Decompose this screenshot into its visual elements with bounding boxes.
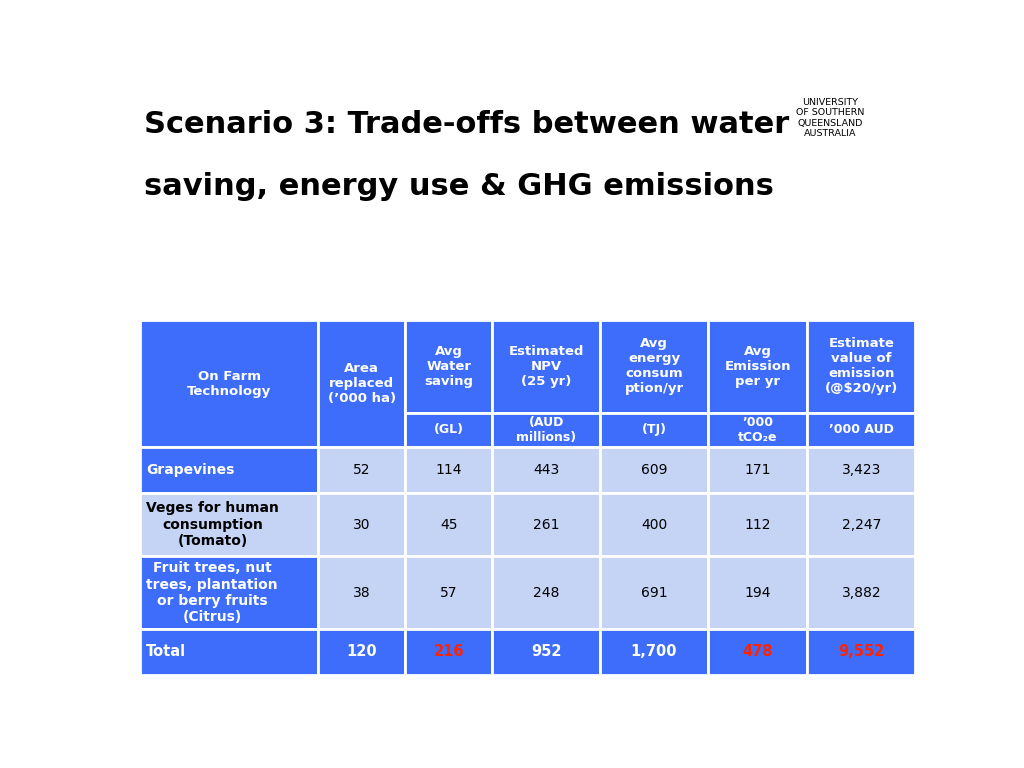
Text: 38: 38 — [353, 586, 371, 600]
Text: 443: 443 — [534, 463, 559, 477]
Text: ’000 AUD: ’000 AUD — [828, 423, 894, 436]
Text: 57: 57 — [440, 586, 458, 600]
Text: 609: 609 — [641, 463, 668, 477]
Text: 952: 952 — [531, 644, 561, 660]
Bar — [140, 629, 318, 674]
Text: 1,700: 1,700 — [631, 644, 677, 660]
Bar — [493, 412, 600, 447]
Text: Grapevines: Grapevines — [146, 463, 234, 477]
Bar — [318, 556, 406, 629]
Bar — [493, 447, 600, 493]
Text: 112: 112 — [744, 518, 771, 531]
Bar — [140, 556, 318, 629]
Bar — [318, 447, 406, 493]
Bar — [406, 493, 493, 556]
Bar — [140, 447, 318, 493]
Bar — [808, 629, 915, 674]
Bar — [708, 319, 808, 412]
Text: 2,247: 2,247 — [842, 518, 881, 531]
Text: Fruit trees, nut
trees, plantation
or berry fruits
(Citrus): Fruit trees, nut trees, plantation or be… — [146, 561, 278, 624]
Text: 400: 400 — [641, 518, 668, 531]
Bar — [493, 629, 600, 674]
Text: Avg
energy
consum
ption/yr: Avg energy consum ption/yr — [625, 337, 684, 396]
Text: Avg
Water
saving: Avg Water saving — [424, 345, 473, 388]
Bar — [600, 556, 708, 629]
Text: Veges for human
consumption
(Tomato): Veges for human consumption (Tomato) — [146, 502, 280, 548]
Bar — [318, 493, 406, 556]
Bar — [708, 556, 808, 629]
Bar — [318, 629, 406, 674]
Bar — [708, 629, 808, 674]
Bar — [600, 319, 708, 412]
Text: Avg
Emission
per yr: Avg Emission per yr — [724, 345, 791, 388]
Bar — [140, 493, 318, 556]
Text: 3,882: 3,882 — [842, 586, 882, 600]
Bar — [808, 556, 915, 629]
Text: 691: 691 — [641, 586, 668, 600]
Bar — [406, 629, 493, 674]
Text: 114: 114 — [435, 463, 462, 477]
Bar — [600, 493, 708, 556]
Text: 248: 248 — [534, 586, 559, 600]
Text: 171: 171 — [744, 463, 771, 477]
Text: 194: 194 — [744, 586, 771, 600]
Text: UNIVERSITY
OF SOUTHERN
QUEENSLAND
AUSTRALIA: UNIVERSITY OF SOUTHERN QUEENSLAND AUSTRA… — [796, 98, 864, 138]
Bar — [600, 412, 708, 447]
Bar — [406, 319, 493, 412]
Text: (GL): (GL) — [434, 423, 464, 436]
Bar — [406, 447, 493, 493]
Text: 3,423: 3,423 — [842, 463, 881, 477]
Text: Total: Total — [146, 644, 186, 660]
Text: (AUD
millions): (AUD millions) — [516, 416, 577, 444]
Bar — [600, 447, 708, 493]
Text: 478: 478 — [742, 644, 773, 660]
Bar — [493, 556, 600, 629]
Bar — [406, 556, 493, 629]
Bar — [493, 319, 600, 412]
Text: Estimate
value of
emission
(@$20/yr): Estimate value of emission (@$20/yr) — [824, 337, 898, 396]
Bar — [140, 319, 318, 447]
Text: 52: 52 — [353, 463, 371, 477]
Bar — [493, 493, 600, 556]
Text: 45: 45 — [440, 518, 458, 531]
Text: Estimated
NPV
(25 yr): Estimated NPV (25 yr) — [509, 345, 584, 388]
Text: 261: 261 — [532, 518, 559, 531]
Bar — [318, 319, 406, 447]
Text: 30: 30 — [353, 518, 371, 531]
Bar — [808, 493, 915, 556]
Text: 9,552: 9,552 — [839, 644, 885, 660]
Text: 120: 120 — [346, 644, 377, 660]
Bar — [708, 493, 808, 556]
Bar — [708, 412, 808, 447]
Bar — [808, 447, 915, 493]
Text: On Farm
Technology: On Farm Technology — [187, 369, 271, 398]
Text: ’000
tCO₂e: ’000 tCO₂e — [738, 416, 777, 444]
Bar — [600, 629, 708, 674]
Text: Area
replaced
(’000 ha): Area replaced (’000 ha) — [328, 362, 396, 405]
Text: (TJ): (TJ) — [642, 423, 667, 436]
Text: saving, energy use & GHG emissions: saving, energy use & GHG emissions — [143, 172, 774, 201]
Text: 216: 216 — [433, 644, 464, 660]
Bar — [808, 412, 915, 447]
Text: Scenario 3: Trade-offs between water: Scenario 3: Trade-offs between water — [143, 110, 790, 139]
Bar — [406, 412, 493, 447]
Bar — [708, 447, 808, 493]
Bar — [808, 319, 915, 412]
